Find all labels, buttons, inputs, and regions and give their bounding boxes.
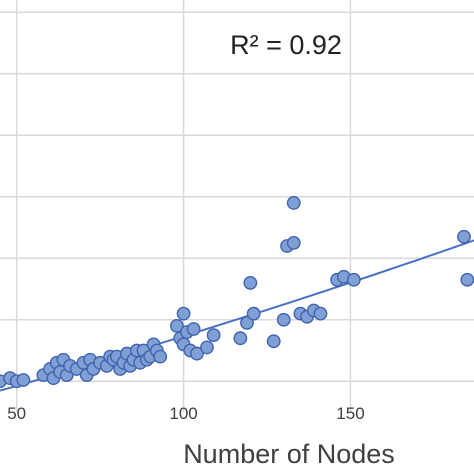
data-point [460, 272, 474, 287]
gridlines [0, 0, 474, 412]
x-tick-labels: 50 100 150 [7, 404, 364, 423]
data-point [276, 312, 291, 327]
data-point [16, 373, 31, 387]
data-point [233, 331, 248, 346]
data-point [190, 346, 204, 361]
x-tick-label: 100 [169, 404, 197, 423]
data-point [346, 272, 361, 287]
data-point [313, 306, 328, 321]
x-axis-title: Number of Nodes [183, 439, 395, 469]
data-point [266, 334, 281, 349]
data-point [240, 315, 254, 330]
data-point [286, 196, 301, 210]
data-point [246, 306, 261, 321]
x-tick-label: 150 [336, 404, 364, 423]
data-point [176, 306, 191, 321]
r-squared-annotation: R² = 0.92 [230, 30, 342, 60]
data-point [186, 322, 201, 336]
data-point [457, 229, 471, 244]
data-point [243, 275, 258, 290]
data-point [286, 235, 301, 250]
data-point [206, 328, 221, 343]
data-point [170, 319, 184, 333]
x-tick-label: 50 [7, 404, 26, 423]
data-points [0, 196, 474, 389]
data-point [200, 340, 214, 355]
data-point [153, 349, 168, 364]
